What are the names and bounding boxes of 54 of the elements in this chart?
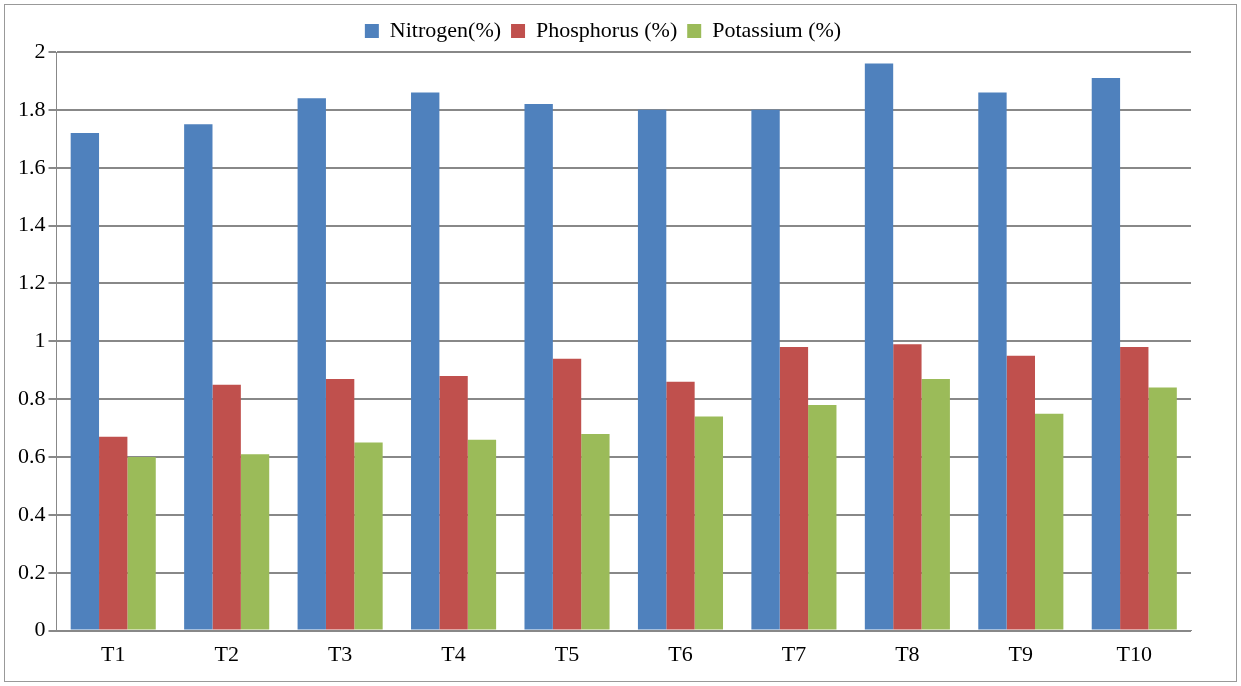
bar (524, 104, 553, 630)
bar (751, 109, 780, 630)
bar (297, 98, 326, 630)
bar (864, 63, 894, 630)
bar (184, 124, 213, 630)
x-tick-label: T5 (554, 640, 580, 666)
bar (808, 404, 837, 630)
bar (921, 378, 950, 630)
bar (127, 457, 156, 630)
bar (240, 454, 270, 630)
x-tick-label: T3 (327, 640, 353, 666)
y-tick-label: 0.2 (18, 558, 46, 584)
x-tick-label: T4 (441, 640, 466, 666)
y-tick-label: 2 (34, 37, 46, 63)
legend-label: Nitrogen(%) (389, 16, 502, 42)
bar (581, 433, 610, 630)
y-tick-label: 0 (34, 616, 46, 642)
y-tick-label: 1.2 (18, 269, 46, 295)
bar (325, 378, 355, 630)
y-tick-label: 1.8 (18, 95, 46, 121)
y-tick-label: 0.8 (18, 384, 46, 410)
x-tick-label: T6 (668, 640, 693, 666)
bar (779, 347, 809, 630)
legend-label: Phosphorus (%) (536, 16, 678, 42)
bar (70, 133, 100, 630)
bar (439, 376, 468, 630)
x-tick-label: T7 (781, 640, 807, 666)
bar (552, 358, 582, 630)
x-tick-label: T2 (214, 640, 239, 666)
bar (354, 442, 383, 630)
y-tick-label: 1.6 (18, 153, 46, 179)
bar (467, 439, 497, 630)
bar (694, 416, 724, 630)
bar (637, 109, 667, 630)
bar (666, 381, 695, 630)
y-tick-label: 1.4 (18, 211, 46, 237)
y-tick-label: 0.6 (18, 442, 46, 468)
bar (212, 384, 241, 630)
y-tick-label: 1 (34, 327, 46, 353)
y-tick-label: 0.4 (18, 500, 46, 526)
bar (893, 344, 922, 630)
legend-label: Potassium (%) (712, 16, 842, 42)
bar (1035, 413, 1064, 630)
bar (411, 92, 440, 630)
bar (1120, 347, 1149, 630)
x-tick-label: T1 (101, 640, 126, 666)
bar (99, 436, 128, 630)
bar (1148, 387, 1177, 630)
x-tick-label: T8 (895, 640, 920, 666)
bar (978, 92, 1007, 630)
x-tick-label: T10 (1116, 640, 1152, 666)
x-tick-label: T9 (1008, 640, 1034, 666)
bar (1091, 78, 1121, 630)
bar (1006, 355, 1036, 630)
